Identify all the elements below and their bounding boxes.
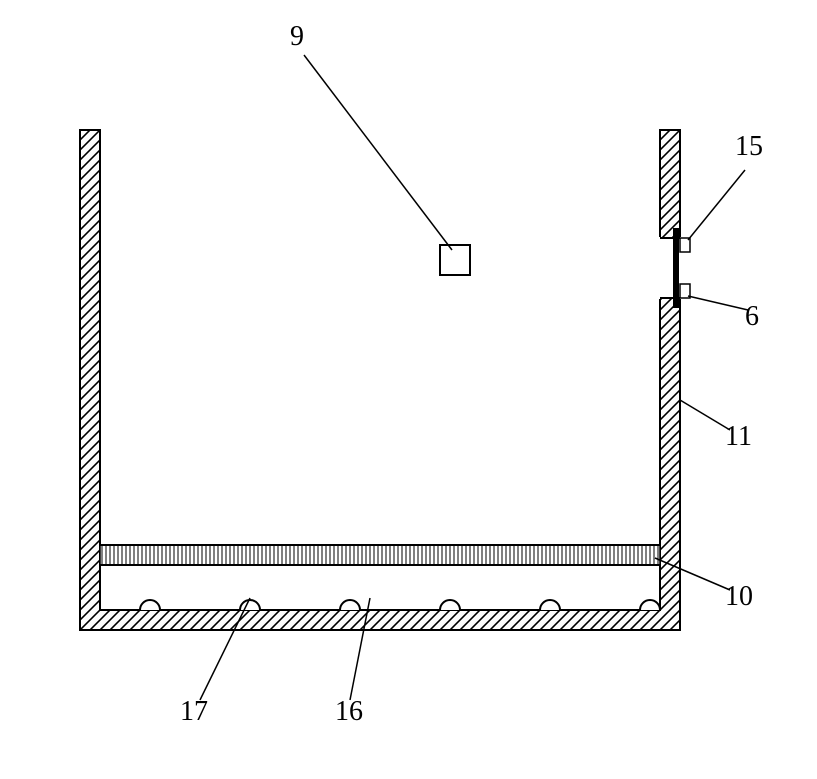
- roller-4: [540, 600, 560, 610]
- roller-1: [240, 600, 260, 610]
- label-16: 16: [335, 696, 363, 727]
- label-17: 17: [180, 696, 208, 727]
- roller-2: [340, 600, 360, 610]
- roller-0: [140, 600, 160, 610]
- label-6: 6: [745, 301, 759, 332]
- leader-9: [304, 55, 452, 250]
- leader-15: [688, 170, 745, 240]
- roller-3: [440, 600, 460, 610]
- inner-square: [440, 245, 470, 275]
- label-15: 15: [735, 131, 763, 162]
- label-9: 9: [290, 21, 304, 52]
- mesh-bar: [100, 545, 660, 565]
- label-10: 10: [725, 581, 753, 612]
- leader-6: [688, 296, 748, 310]
- label-11: 11: [725, 421, 752, 452]
- roller-5: [640, 600, 660, 610]
- leader-11: [680, 400, 730, 430]
